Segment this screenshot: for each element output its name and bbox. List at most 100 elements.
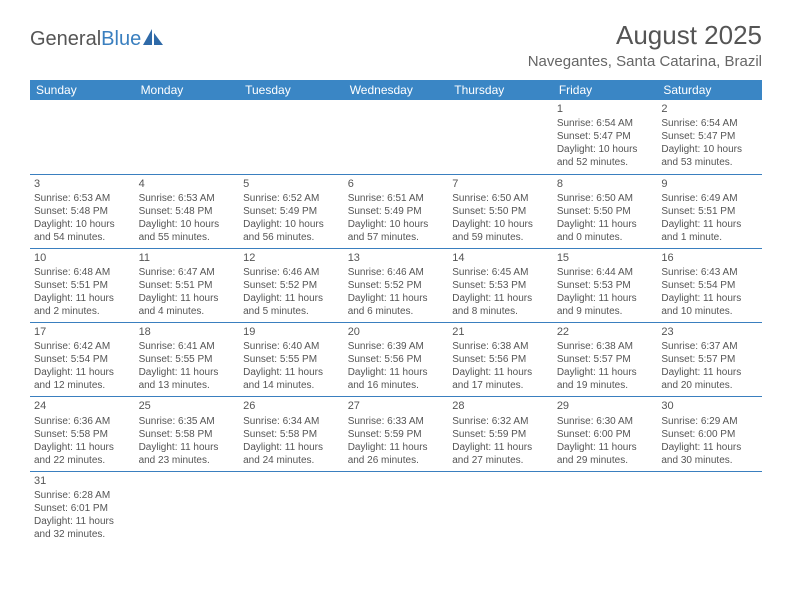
sunset-line: Sunset: 5:51 PM [139,279,236,292]
daylight-line: Daylight: 10 hours and 54 minutes. [34,218,131,244]
day-number: 19 [243,325,340,339]
daylight-line: Daylight: 11 hours and 2 minutes. [34,292,131,318]
sunrise-line: Sunrise: 6:38 AM [452,340,549,353]
calendar-cell: 19Sunrise: 6:40 AMSunset: 5:55 PMDayligh… [239,323,344,397]
sunrise-line: Sunrise: 6:32 AM [452,415,549,428]
calendar-cell: 6Sunrise: 6:51 AMSunset: 5:49 PMDaylight… [344,174,449,248]
sunset-line: Sunset: 5:54 PM [34,353,131,366]
daylight-line: Daylight: 10 hours and 52 minutes. [557,143,654,169]
daylight-line: Daylight: 10 hours and 53 minutes. [661,143,758,169]
sunset-line: Sunset: 5:51 PM [661,205,758,218]
day-number: 26 [243,399,340,413]
sunrise-line: Sunrise: 6:45 AM [452,266,549,279]
sunset-line: Sunset: 5:59 PM [348,428,445,441]
daylight-line: Daylight: 11 hours and 32 minutes. [34,515,131,541]
calendar-cell: 5Sunrise: 6:52 AMSunset: 5:49 PMDaylight… [239,174,344,248]
day-header: Wednesday [344,80,449,100]
sunset-line: Sunset: 5:50 PM [557,205,654,218]
sunset-line: Sunset: 5:53 PM [557,279,654,292]
sunset-line: Sunset: 5:48 PM [139,205,236,218]
calendar-row: 17Sunrise: 6:42 AMSunset: 5:54 PMDayligh… [30,323,762,397]
calendar-cell: 24Sunrise: 6:36 AMSunset: 5:58 PMDayligh… [30,397,135,471]
calendar-cell: 9Sunrise: 6:49 AMSunset: 5:51 PMDaylight… [657,174,762,248]
calendar-cell-empty [30,100,135,174]
sunrise-line: Sunrise: 6:42 AM [34,340,131,353]
calendar-cell: 1Sunrise: 6:54 AMSunset: 5:47 PMDaylight… [553,100,658,174]
sunset-line: Sunset: 5:50 PM [452,205,549,218]
sunset-line: Sunset: 5:54 PM [661,279,758,292]
sunrise-line: Sunrise: 6:29 AM [661,415,758,428]
sunrise-line: Sunrise: 6:52 AM [243,192,340,205]
daylight-line: Daylight: 11 hours and 8 minutes. [452,292,549,318]
calendar-cell-empty [344,100,449,174]
daylight-line: Daylight: 11 hours and 6 minutes. [348,292,445,318]
page-header: GeneralBlue August 2025 Navegantes, Sant… [30,20,762,70]
day-number: 6 [348,177,445,191]
calendar-cell-empty [448,471,553,545]
calendar-cell: 4Sunrise: 6:53 AMSunset: 5:48 PMDaylight… [135,174,240,248]
location-subtitle: Navegantes, Santa Catarina, Brazil [528,53,762,70]
day-number: 27 [348,399,445,413]
day-number: 14 [452,251,549,265]
daylight-line: Daylight: 11 hours and 9 minutes. [557,292,654,318]
day-number: 28 [452,399,549,413]
sunset-line: Sunset: 5:58 PM [139,428,236,441]
calendar-cell: 11Sunrise: 6:47 AMSunset: 5:51 PMDayligh… [135,248,240,322]
sunrise-line: Sunrise: 6:28 AM [34,489,131,502]
calendar-cell: 20Sunrise: 6:39 AMSunset: 5:56 PMDayligh… [344,323,449,397]
calendar-table: SundayMondayTuesdayWednesdayThursdayFrid… [30,80,762,545]
daylight-line: Daylight: 11 hours and 23 minutes. [139,441,236,467]
sail-icon [143,29,163,45]
daylight-line: Daylight: 11 hours and 20 minutes. [661,366,758,392]
daylight-line: Daylight: 11 hours and 12 minutes. [34,366,131,392]
daylight-line: Daylight: 11 hours and 5 minutes. [243,292,340,318]
sunrise-line: Sunrise: 6:38 AM [557,340,654,353]
calendar-cell: 3Sunrise: 6:53 AMSunset: 5:48 PMDaylight… [30,174,135,248]
day-number: 25 [139,399,236,413]
sunrise-line: Sunrise: 6:41 AM [139,340,236,353]
day-number: 31 [34,474,131,488]
daylight-line: Daylight: 11 hours and 17 minutes. [452,366,549,392]
sunrise-line: Sunrise: 6:34 AM [243,415,340,428]
calendar-cell: 23Sunrise: 6:37 AMSunset: 5:57 PMDayligh… [657,323,762,397]
sunset-line: Sunset: 5:52 PM [348,279,445,292]
sunset-line: Sunset: 5:57 PM [557,353,654,366]
sunrise-line: Sunrise: 6:51 AM [348,192,445,205]
calendar-cell: 30Sunrise: 6:29 AMSunset: 6:00 PMDayligh… [657,397,762,471]
sunrise-line: Sunrise: 6:53 AM [34,192,131,205]
day-header: Saturday [657,80,762,100]
day-number: 30 [661,399,758,413]
sunrise-line: Sunrise: 6:50 AM [452,192,549,205]
sunrise-line: Sunrise: 6:46 AM [348,266,445,279]
sunset-line: Sunset: 5:56 PM [452,353,549,366]
sunset-line: Sunset: 5:53 PM [452,279,549,292]
calendar-cell: 29Sunrise: 6:30 AMSunset: 6:00 PMDayligh… [553,397,658,471]
daylight-line: Daylight: 11 hours and 22 minutes. [34,441,131,467]
day-number: 13 [348,251,445,265]
day-header: Tuesday [239,80,344,100]
daylight-line: Daylight: 10 hours and 59 minutes. [452,218,549,244]
calendar-cell: 27Sunrise: 6:33 AMSunset: 5:59 PMDayligh… [344,397,449,471]
month-title: August 2025 [528,20,762,51]
day-number: 7 [452,177,549,191]
sunset-line: Sunset: 5:47 PM [661,130,758,143]
title-block: August 2025 Navegantes, Santa Catarina, … [528,20,762,70]
sunset-line: Sunset: 6:01 PM [34,502,131,515]
brand-part2: Blue [101,28,141,51]
day-number: 10 [34,251,131,265]
day-header: Monday [135,80,240,100]
day-number: 15 [557,251,654,265]
calendar-cell: 17Sunrise: 6:42 AMSunset: 5:54 PMDayligh… [30,323,135,397]
sunset-line: Sunset: 5:49 PM [348,205,445,218]
calendar-row: 10Sunrise: 6:48 AMSunset: 5:51 PMDayligh… [30,248,762,322]
sunrise-line: Sunrise: 6:39 AM [348,340,445,353]
sunrise-line: Sunrise: 6:37 AM [661,340,758,353]
daylight-line: Daylight: 11 hours and 30 minutes. [661,441,758,467]
brand-part1: General [30,28,101,51]
sunrise-line: Sunrise: 6:30 AM [557,415,654,428]
day-header: Thursday [448,80,553,100]
calendar-cell: 28Sunrise: 6:32 AMSunset: 5:59 PMDayligh… [448,397,553,471]
day-number: 2 [661,102,758,116]
sunset-line: Sunset: 6:00 PM [557,428,654,441]
calendar-cell: 2Sunrise: 6:54 AMSunset: 5:47 PMDaylight… [657,100,762,174]
